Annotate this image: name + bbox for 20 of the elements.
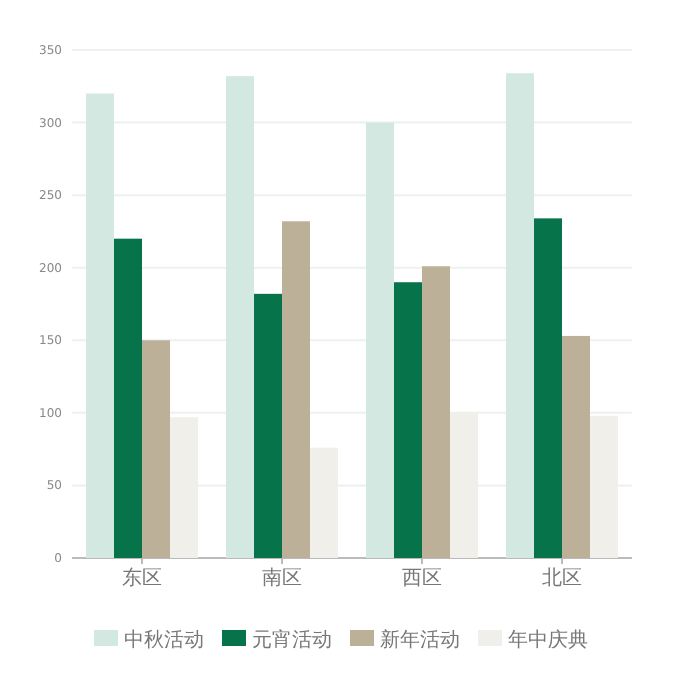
x-tick-label: 东区 <box>122 566 162 590</box>
x-tick-label: 北区 <box>542 566 582 590</box>
legend-label: 新年活动 <box>380 628 460 652</box>
bar <box>142 340 170 558</box>
legend-label: 中秋活动 <box>124 628 204 652</box>
bar <box>562 335 590 558</box>
bar <box>422 266 450 558</box>
legend-label: 元宵活动 <box>252 628 332 652</box>
x-tick-label: 南区 <box>262 566 302 590</box>
bar <box>226 76 254 558</box>
x-tick-label: 西区 <box>402 568 442 590</box>
bar <box>534 218 562 558</box>
bar <box>86 93 114 558</box>
bar <box>506 73 534 558</box>
bar <box>366 122 394 558</box>
bar <box>254 293 282 558</box>
legend-label: 年中庆典 <box>508 628 588 652</box>
bar <box>394 282 422 558</box>
bar <box>282 221 310 558</box>
bar <box>114 238 142 558</box>
